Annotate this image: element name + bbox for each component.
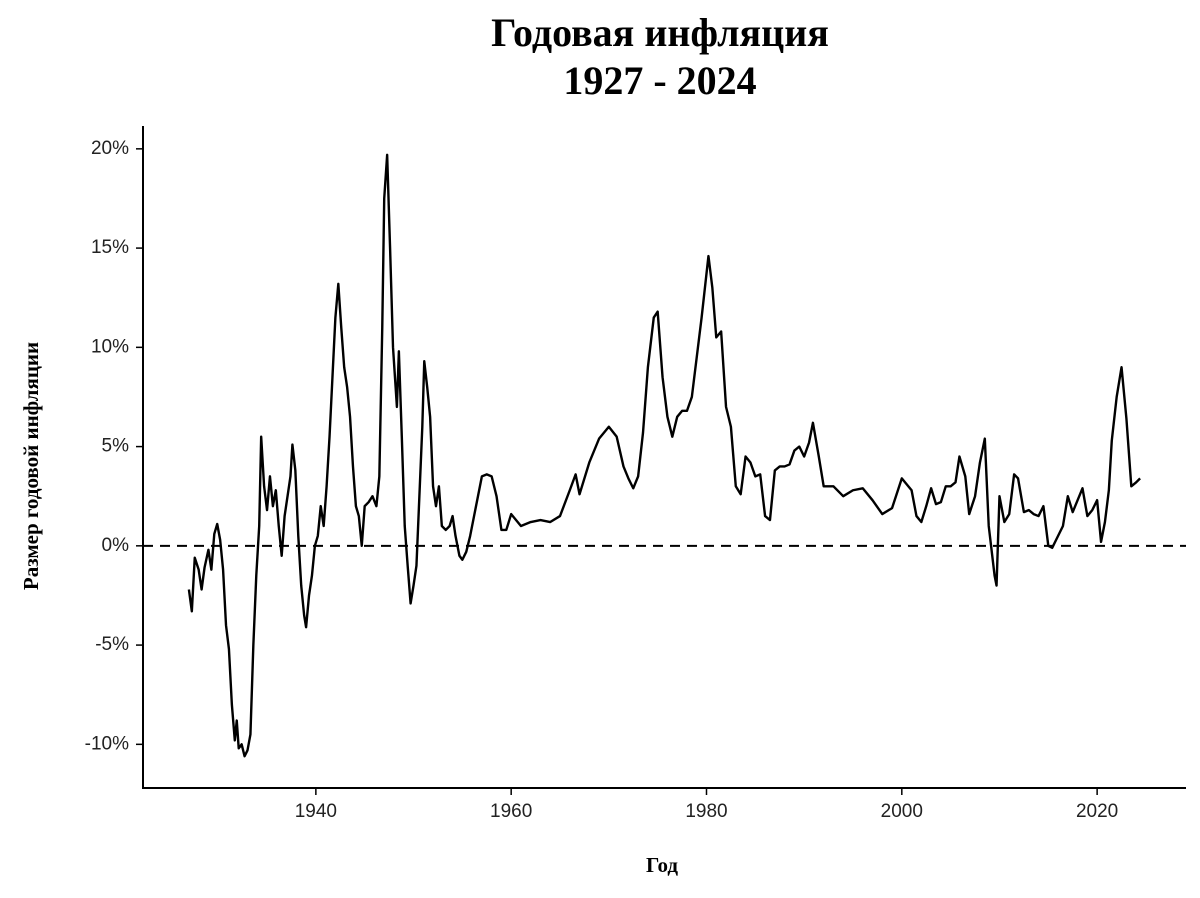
x-axis-title: Год xyxy=(646,853,678,877)
chart-subtitle: 1927 - 2024 xyxy=(563,58,756,103)
inflation-line xyxy=(187,153,1141,758)
y-tick-label: 20% xyxy=(91,138,129,159)
y-tick-label: -5% xyxy=(95,634,129,655)
x-tick-label: 2000 xyxy=(881,801,923,822)
y-axis-title: Размер годовой инфляции xyxy=(19,342,43,590)
chart-title: Годовая инфляция xyxy=(491,10,829,55)
y-tick-label: 10% xyxy=(91,336,129,357)
y-tick-label: 0% xyxy=(102,535,130,556)
x-tick-label: 1980 xyxy=(685,801,727,822)
y-tick-label: 5% xyxy=(102,436,130,457)
x-tick-label: 2020 xyxy=(1076,801,1118,822)
x-tick-label: 1940 xyxy=(295,801,337,822)
y-tick-label: -10% xyxy=(85,733,129,754)
y-tick-label: 15% xyxy=(91,237,129,258)
x-tick-label: 1960 xyxy=(490,801,532,822)
